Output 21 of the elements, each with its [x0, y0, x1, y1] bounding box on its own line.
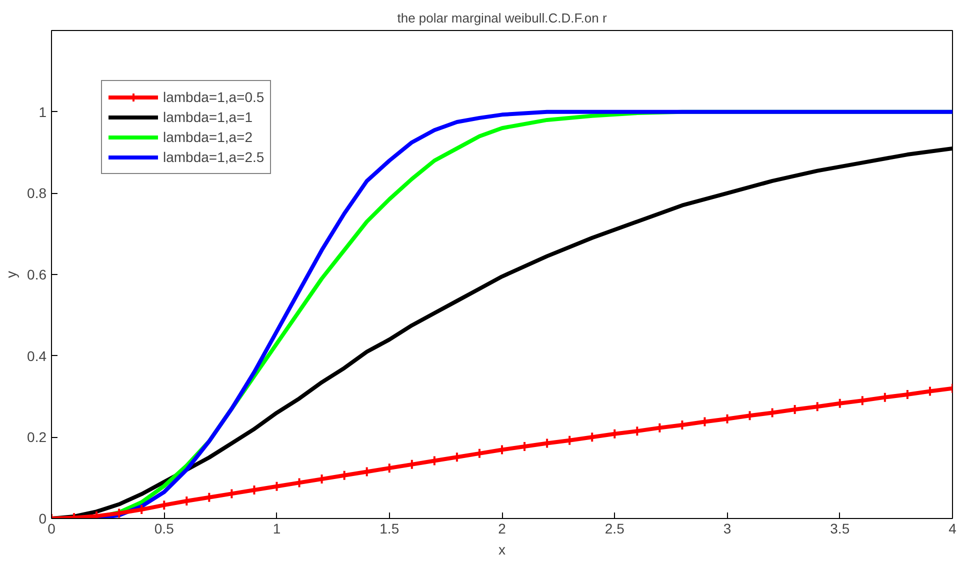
x-tick-label: 1 [272, 520, 281, 536]
legend-label: lambda=1,a=1 [163, 108, 253, 126]
x-tick-label: 2.5 [604, 520, 625, 536]
y-axis-title: y [3, 271, 20, 278]
legend-label: lambda=1,a=2.5 [163, 148, 264, 166]
y-tick-label: 0 [38, 510, 47, 526]
x-tick-label: 1.5 [380, 520, 400, 536]
x-tick-label: 0.5 [154, 520, 174, 536]
x-tick-label: 2 [498, 520, 506, 536]
y-tick-label: 1 [38, 104, 47, 120]
y-tick-label: 0.8 [27, 185, 47, 202]
y-tick-label: 0.4 [27, 348, 47, 364]
legend-label: lambda=1,a=0.5 [163, 88, 264, 106]
x-tick-label: 4 [948, 520, 957, 536]
x-tick-label: 3.5 [830, 520, 850, 536]
legend-label: lambda=1,a=2 [163, 128, 253, 146]
y-tick-label: 0.2 [27, 429, 47, 446]
x-tick-label: 3 [723, 520, 732, 536]
y-tick-label: 0.6 [27, 266, 47, 282]
x-axis-title: x [498, 542, 506, 558]
chart-title: the polar marginal weibull.C.D.F.on r [397, 10, 608, 26]
